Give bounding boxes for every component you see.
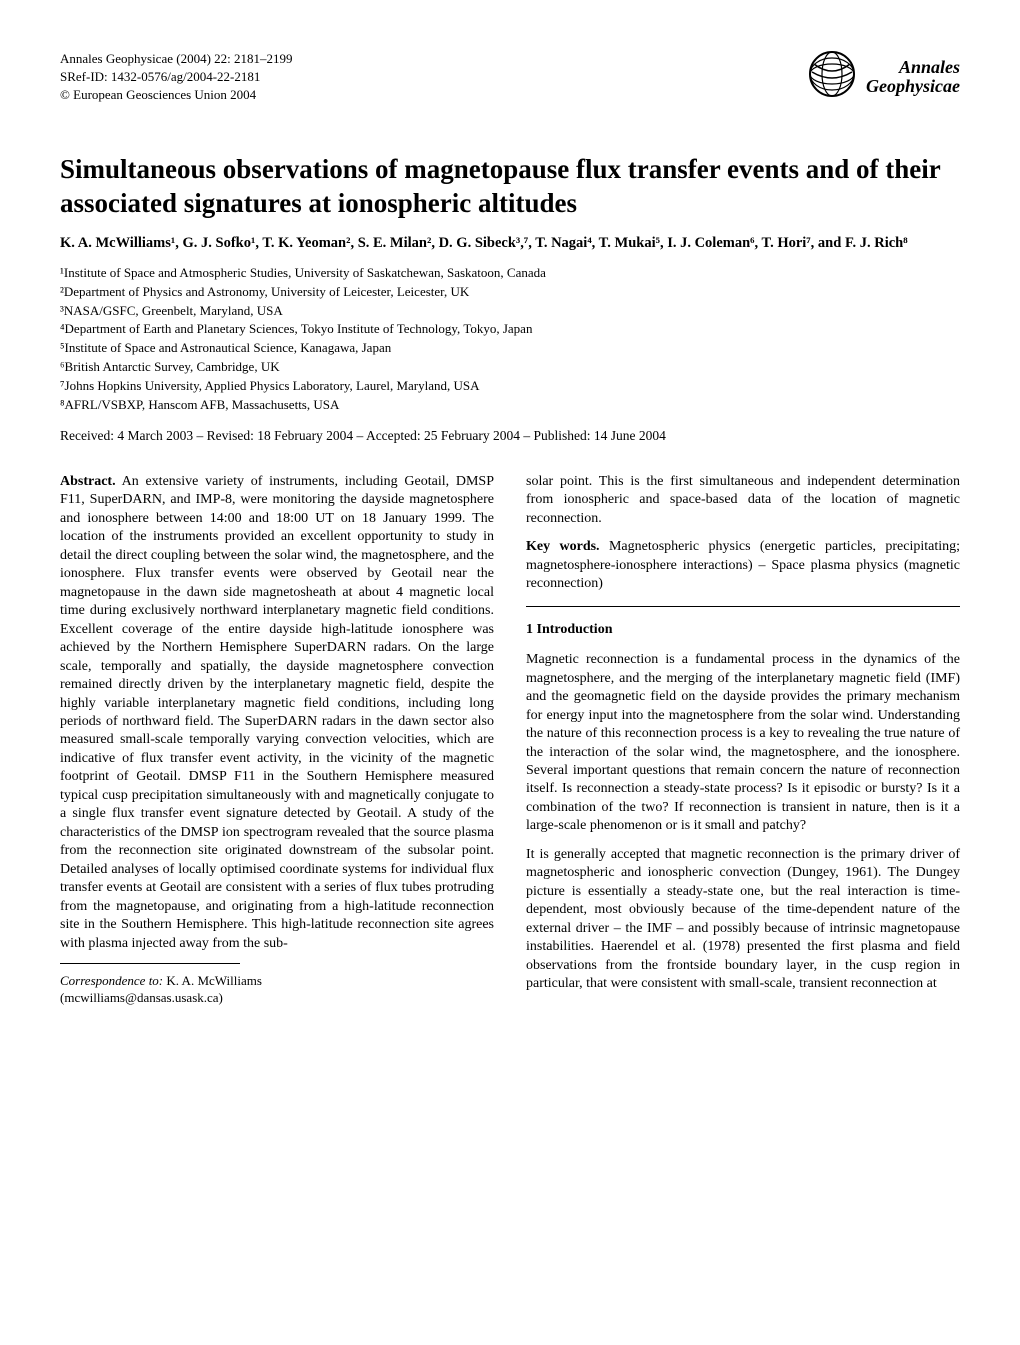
header-logo-block: Annales Geophysicae	[808, 50, 960, 105]
paper-dates: Received: 4 March 2003 – Revised: 18 Feb…	[60, 427, 960, 445]
correspondence-email: (mcwilliams@dansas.usask.ca)	[60, 990, 223, 1005]
journal-name: Annales Geophysicae	[866, 58, 960, 98]
left-column: Abstract. An extensive variety of instru…	[60, 473, 494, 1007]
journal-name-bottom: Geophysicae	[866, 77, 960, 97]
two-column-body: Abstract. An extensive variety of instru…	[60, 473, 960, 1007]
copyright: © European Geosciences Union 2004	[60, 86, 293, 104]
affiliation: ⁶British Antarctic Survey, Cambridge, UK	[60, 358, 960, 377]
journal-ref: Annales Geophysicae (2004) 22: 2181–2199	[60, 50, 293, 68]
paper-title: Simultaneous observations of magnetopaus…	[60, 153, 960, 221]
affiliation: ⁷Johns Hopkins University, Applied Physi…	[60, 377, 960, 396]
affiliation: ¹Institute of Space and Atmospheric Stud…	[60, 264, 960, 283]
author-list: K. A. McWilliams¹, G. J. Sofko¹, T. K. Y…	[60, 234, 960, 254]
affiliation: ²Department of Physics and Astronomy, Un…	[60, 283, 960, 302]
right-column: solar point. This is the first simultane…	[526, 473, 960, 1007]
affiliation: ⁵Institute of Space and Astronautical Sc…	[60, 339, 960, 358]
abstract-label: Abstract.	[60, 474, 116, 489]
intro-paragraph-1: Magnetic reconnection is a fundamental p…	[526, 651, 960, 836]
section-1-heading: 1 Introduction	[526, 621, 960, 639]
egu-logo-icon	[808, 50, 856, 105]
journal-name-top: Annales	[866, 58, 960, 78]
correspondence: Correspondence to: K. A. McWilliams (mcw…	[60, 972, 494, 1006]
affiliation: ⁸AFRL/VSBXP, Hanscom AFB, Massachusetts,…	[60, 396, 960, 415]
page-header: Annales Geophysicae (2004) 22: 2181–2199…	[60, 50, 960, 105]
abstract-text: An extensive variety of instruments, inc…	[60, 474, 494, 951]
keywords-label: Key words.	[526, 539, 600, 554]
footnote-divider	[60, 963, 240, 964]
affiliation: ⁴Department of Earth and Planetary Scien…	[60, 320, 960, 339]
affiliation: ³NASA/GSFC, Greenbelt, Maryland, USA	[60, 302, 960, 321]
keywords-divider	[526, 606, 960, 607]
keywords-paragraph: Key words. Magnetospheric physics (energ…	[526, 538, 960, 593]
affiliations: ¹Institute of Space and Atmospheric Stud…	[60, 264, 960, 415]
header-meta: Annales Geophysicae (2004) 22: 2181–2199…	[60, 50, 293, 105]
abstract-continuation: solar point. This is the first simultane…	[526, 473, 960, 528]
intro-paragraph-2: It is generally accepted that magnetic r…	[526, 846, 960, 994]
abstract-paragraph: Abstract. An extensive variety of instru…	[60, 473, 494, 953]
sref-id: SRef-ID: 1432-0576/ag/2004-22-2181	[60, 68, 293, 86]
correspondence-label: Correspondence to:	[60, 973, 163, 988]
correspondence-name: K. A. McWilliams	[163, 973, 262, 988]
